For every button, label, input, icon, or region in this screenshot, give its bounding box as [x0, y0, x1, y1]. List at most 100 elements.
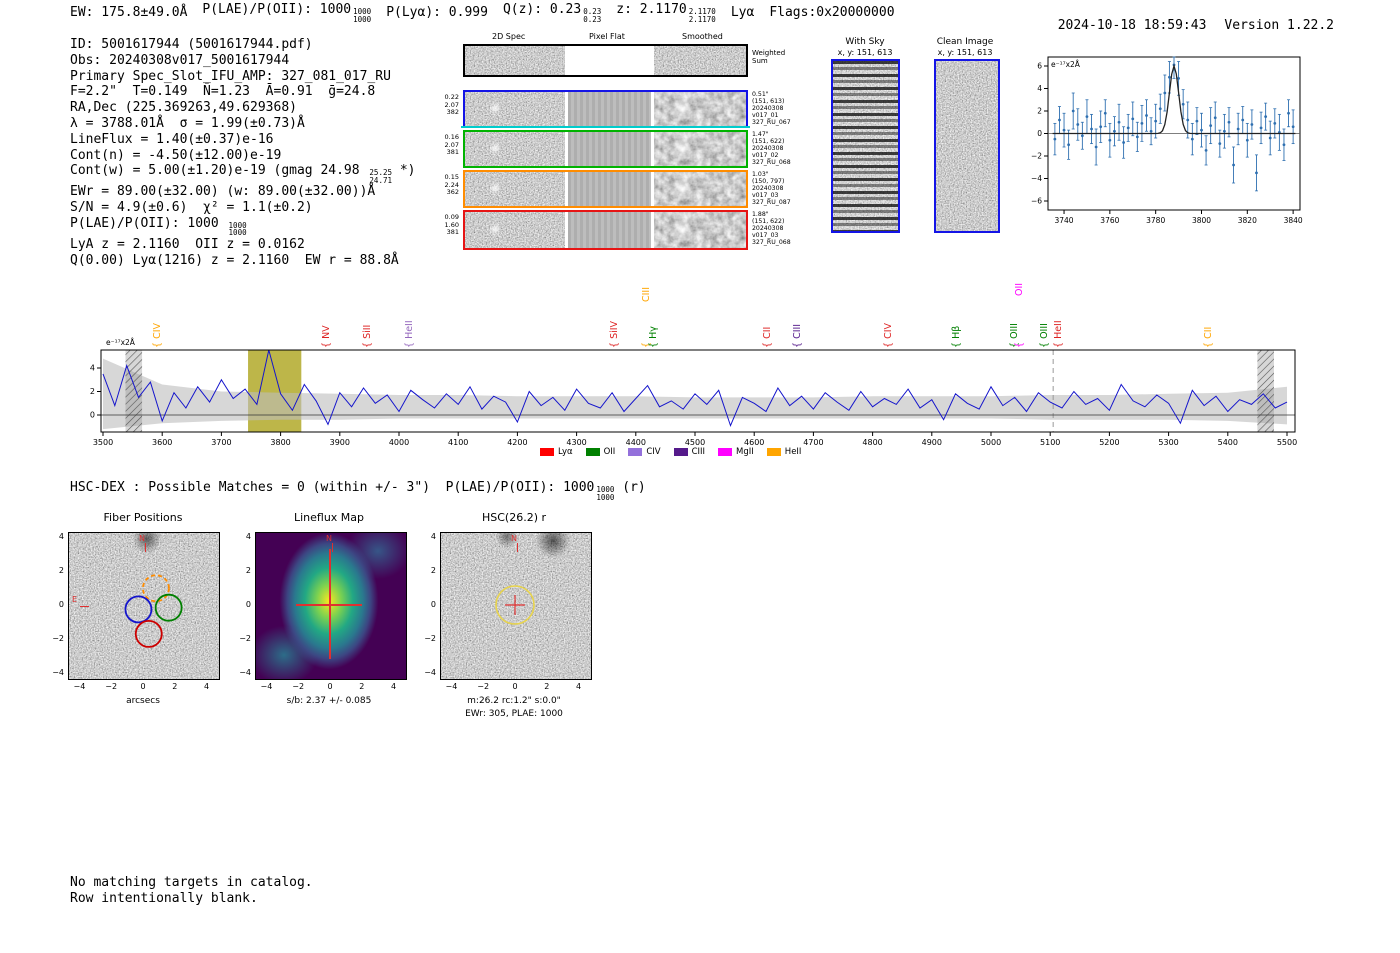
- compass-north-label: N: [511, 534, 517, 543]
- emission-spot-overlay: [654, 172, 746, 206]
- row-right-line: (151, 613): [752, 98, 785, 105]
- svg-text:4500: 4500: [685, 438, 705, 447]
- data-points: [1053, 56, 1295, 192]
- matches-segment: HSC-DEX : Possible Matches = 0 (within +…: [70, 480, 615, 502]
- info-line: Primary Spec_Slot_IFU_AMP: 327_081_017_R…: [70, 69, 415, 85]
- compass-north-label: N: [139, 534, 145, 543]
- x-tick-label: −4: [260, 682, 273, 691]
- row-left-value: 2.07: [444, 140, 459, 149]
- info-segment: S/N = 4.9(±0.6) χ² = 1.1(±0.2): [70, 200, 313, 216]
- spectrum-legend: Lyα OII CIV CIII MgII HeII: [540, 447, 801, 457]
- spectral-line-label: { CIII: [791, 323, 803, 348]
- row-smoothed-panel: [654, 212, 746, 248]
- lineflux-map-image: N: [255, 532, 407, 680]
- y-tick-label: 0: [58, 600, 64, 609]
- x-tick-label: 0: [327, 682, 333, 691]
- svg-text:3600: 3600: [152, 438, 172, 447]
- row-right-line: 0.51": [752, 91, 769, 98]
- info-line: S/N = 4.9(±0.6) χ² = 1.1(±0.2): [70, 200, 415, 216]
- svg-text:3500: 3500: [93, 438, 113, 447]
- y-tick-label: −4: [424, 667, 436, 677]
- row-pixelflat-panel: [568, 172, 651, 206]
- info-line: Cont(w) = 5.00(±1.20)e-19 (gmag 24.98 25…: [70, 163, 415, 184]
- legend-item: CIV: [628, 447, 661, 457]
- hsc-aperture-overlay: [495, 585, 535, 625]
- info-segment: Obs: 20240308v017_5001617944: [70, 52, 290, 68]
- legend-swatch: [766, 448, 781, 456]
- y-tick-label: −2: [239, 633, 251, 643]
- info-line: ID: 5001617944 (5001617944.pdf): [70, 37, 415, 53]
- x-tick-label: 2: [359, 682, 365, 691]
- compass-north-tick: [517, 543, 518, 552]
- line-label-brace: {: [1014, 341, 1026, 348]
- spectral-line-label: { CII: [1203, 326, 1215, 348]
- svg-text:e⁻¹⁷x2Å: e⁻¹⁷x2Å: [1051, 60, 1081, 69]
- info-line: RA,Dec (225.369263,49.629368): [70, 100, 415, 116]
- weighted-sum-strip: [463, 44, 748, 77]
- stacked-fraction: 25.25 24.71: [369, 168, 392, 185]
- sky-stripes-overlay: [833, 61, 898, 231]
- info-line: Obs: 20240308v017_5001617944: [70, 53, 415, 69]
- spectral-line-label: CIII: [641, 286, 653, 302]
- fiber-circle: [134, 619, 163, 648]
- svg-text:4600: 4600: [744, 438, 764, 447]
- y-tick-label: 4: [58, 532, 64, 542]
- y-tick-label: −4: [239, 667, 251, 677]
- spectral-line-label: { NV: [321, 325, 332, 348]
- y-axis-ticks: 0 2 4: [90, 364, 101, 420]
- compass-north-tick: [145, 543, 146, 552]
- aperture-circle: [495, 585, 535, 625]
- legend-swatch: [718, 448, 733, 456]
- info-segment: P(LAE)/P(OII): 1000: [70, 215, 227, 231]
- spectral-line-label: { CIV: [152, 323, 164, 348]
- info-segment: Q(0.00) Lyα(1216) z = 2.1160 EW r = 88.8…: [70, 252, 399, 268]
- svg-text:4100: 4100: [448, 438, 468, 447]
- x-tick-label: −2: [292, 682, 305, 691]
- fiber-circle: [124, 595, 153, 624]
- x-tick-label: 2: [544, 682, 550, 691]
- row-right-line: (151, 622): [752, 218, 785, 225]
- info-segment: λ = 3788.01Å σ = 1.99(±0.73)Å: [70, 115, 305, 131]
- row-left-value: 0.16: [444, 133, 459, 141]
- y-tick-label: 0: [430, 600, 436, 609]
- emission-spot-overlay: [654, 212, 746, 248]
- legend-label: CIII: [691, 447, 706, 457]
- info-segment: 25.25 24.71: [367, 163, 392, 184]
- info-segment: RA,Dec (225.369263,49.629368): [70, 100, 297, 116]
- row-left-value: 0.09: [444, 213, 459, 221]
- header-item: P(LAE)/P(OII): 1000 1000 1000: [202, 2, 372, 24]
- row-right-annotation: 1.03" (150, 797) 20240308 v017_03 327_RU_087: [752, 171, 791, 206]
- spectral-line-label: { CII: [762, 326, 774, 348]
- legend-label: OII: [603, 447, 616, 457]
- row-topline: [461, 126, 750, 128]
- cutout-row: [463, 210, 748, 250]
- line-fit-chart: 3740 3760 3780 3800 3820 3840 −6 −4 −2 0 2 4 6 e⁻¹⁷x2…: [1030, 45, 1320, 241]
- header-timestamp-version: 2024-10-18 18:59:43 Version 1.22.2: [1026, 3, 1334, 48]
- info-line: Cont(n) = -4.50(±12.00)e-19: [70, 148, 415, 164]
- clean-image: [934, 59, 1000, 233]
- row-right-line: 20240308: [752, 185, 784, 192]
- lineflux-xlabel: s/b: 2.37 +/- 0.085: [286, 696, 372, 706]
- legend-item: MgII: [718, 447, 754, 457]
- legend-item: Lyα: [540, 447, 573, 457]
- legend-label: CIV: [646, 447, 661, 457]
- info-segment: Primary Spec_Slot_IFU_AMP: 327_081_017_R…: [70, 68, 391, 84]
- noise-image: [936, 61, 998, 231]
- fiber-circles-overlay: [124, 574, 183, 648]
- spectral-line-label: { HeII: [403, 320, 415, 348]
- dark-smudge-overlay: [441, 533, 591, 679]
- row-left-value: 2.07: [444, 100, 459, 109]
- x-tick-label: −2: [477, 682, 490, 691]
- spectrum-trace: [102, 349, 1288, 428]
- info-line: λ = 3788.01Å σ = 1.99(±0.73)Å: [70, 116, 415, 132]
- svg-text:2: 2: [1037, 107, 1042, 116]
- withsky-coords: x, y: 151, 613: [837, 48, 893, 57]
- wsum-segment: [568, 46, 651, 75]
- fiber-title: Fiber Positions: [103, 511, 183, 524]
- row-right-line: 1.88": [752, 211, 769, 218]
- row-right-line: v017_01: [752, 112, 779, 119]
- stacked-fraction: 1000 1000: [228, 220, 247, 238]
- emission-spot-overlay: [465, 132, 565, 166]
- row-left-values: 0.15 2.24 362: [435, 173, 459, 197]
